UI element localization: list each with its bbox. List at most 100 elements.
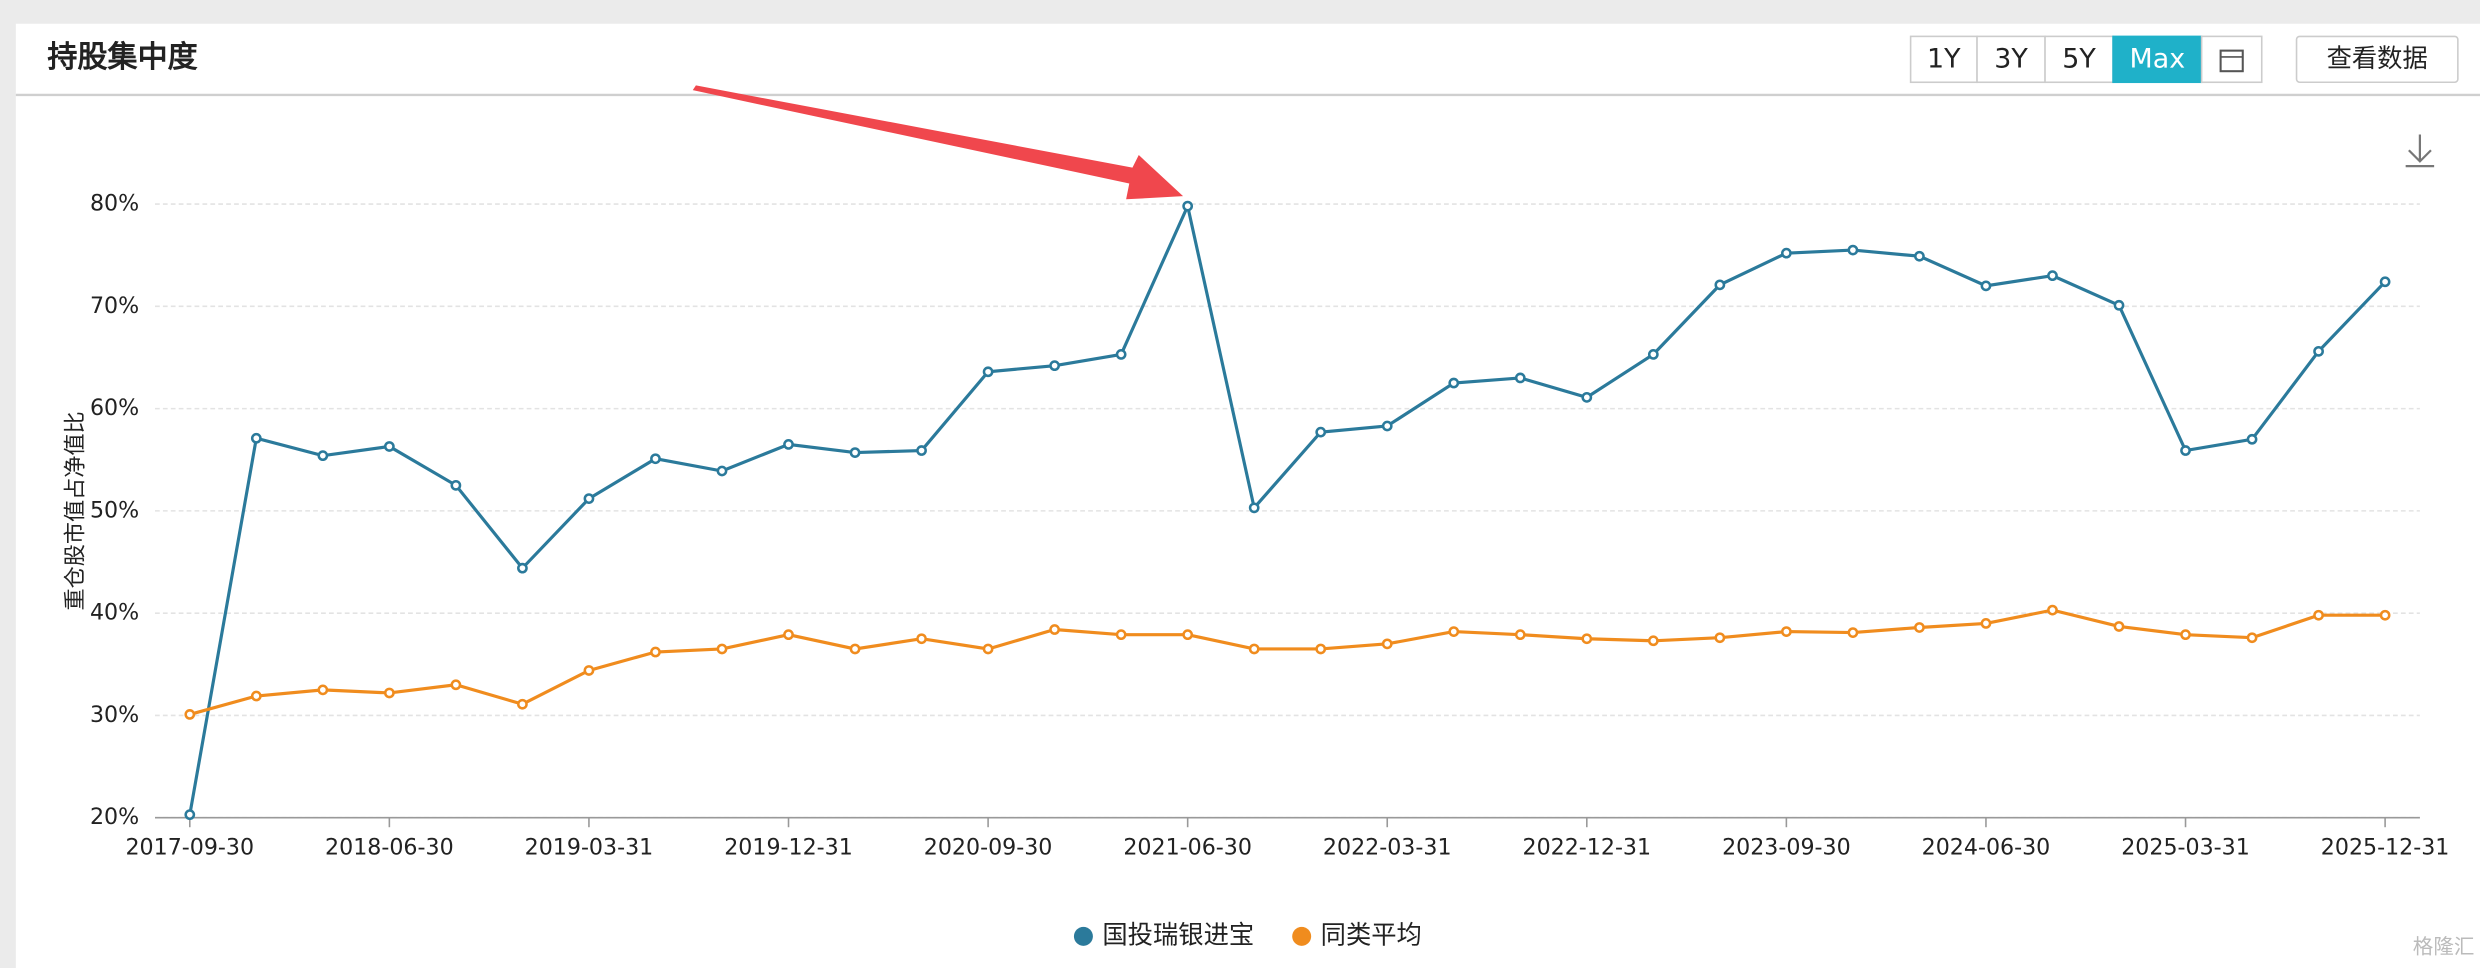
data-point (2047, 604, 2058, 616)
data-point (1049, 624, 1060, 635)
range-button[interactable] (2044, 35, 2114, 84)
data-point (184, 809, 196, 821)
calendar-icon (2219, 49, 2244, 73)
calendar-frame[interactable] (2200, 35, 2263, 84)
data-point (982, 366, 994, 378)
data-point (2047, 270, 2058, 282)
data-point (1980, 618, 1992, 629)
y-tick-label: 80% (90, 191, 139, 217)
data-point (1448, 377, 1460, 389)
data-point (2379, 609, 2391, 621)
x-tick-label: 2024-06-30 (1922, 834, 2051, 860)
data-point (517, 562, 528, 574)
data-point (1182, 629, 1194, 641)
data-point (317, 684, 329, 696)
plot: 20% 30% 40% 50% 60% 70% 80% 2017-09-30 2018-06-3… (90, 191, 2449, 950)
data-point (583, 665, 595, 676)
data-point (383, 441, 395, 452)
legend-label[interactable]: 同类平均 (1321, 920, 1422, 949)
data-point (783, 629, 794, 641)
view-data-frame[interactable] (2295, 35, 2459, 84)
x-tick-label: 2017-09-30 (125, 834, 254, 860)
data-point (450, 479, 462, 491)
data-point (1714, 279, 1726, 291)
data-point (1781, 247, 1792, 259)
data-point (1315, 643, 1327, 655)
view-data-label[interactable]: 查看数据 (2327, 44, 2428, 73)
legend-label[interactable]: 国投瑞银进宝 (1102, 920, 1254, 949)
data-point (1514, 629, 1526, 641)
data-point (1049, 360, 1060, 372)
data-point (1115, 629, 1127, 641)
data-point (716, 465, 728, 477)
x-tick-label: 2023-09-30 (1722, 834, 1851, 860)
y-tick-label: 40% (90, 600, 139, 626)
data-point (2246, 632, 2258, 644)
x-tick-label: 2022-03-31 (1323, 834, 1452, 860)
x-tick-label: 2021-06-30 (1123, 834, 1252, 860)
annotation-arrow (692, 85, 1184, 200)
legend-marker[interactable] (1073, 926, 1093, 946)
data-point (1847, 244, 1859, 256)
data-point (1647, 349, 1659, 360)
data-point (1248, 643, 1260, 655)
data-point (2379, 276, 2391, 288)
series-line (189, 608, 2386, 716)
download-glyph[interactable] (2405, 134, 2435, 168)
data-point (1115, 349, 1127, 360)
data-point (2246, 433, 2258, 445)
card (15, 23, 2480, 968)
data-point (1781, 626, 1792, 637)
data-point (982, 643, 994, 655)
data-point (2180, 445, 2191, 456)
data-point (1448, 626, 1460, 637)
data-point (317, 450, 329, 462)
range-label[interactable]: 1Y (1927, 44, 1961, 75)
y-tick-label: 30% (90, 702, 139, 728)
data-point (1914, 250, 1925, 262)
x-tick-label: 2025-12-31 (2321, 834, 2450, 860)
x-tick-label: 2019-03-31 (525, 834, 654, 860)
data-point (1914, 622, 1925, 633)
data-point (2313, 345, 2324, 357)
y-tick-label: 50% (90, 497, 139, 523)
data-point (716, 643, 728, 655)
data-point (1248, 502, 1260, 514)
range-label[interactable]: 5Y (2062, 44, 2096, 75)
data-point (916, 445, 927, 456)
data-point (2113, 621, 2125, 632)
range-label[interactable]: Max (2130, 44, 2186, 75)
download-icon[interactable] (2405, 134, 2435, 168)
data-point (184, 709, 196, 720)
data-point (849, 643, 861, 655)
y-tick-label: 70% (90, 293, 139, 319)
data-point (2313, 609, 2324, 621)
data-point (1381, 420, 1393, 432)
legend-marker[interactable] (1292, 926, 1312, 946)
x-tick-label: 2022-12-31 (1523, 834, 1652, 860)
data-point (2113, 299, 2125, 311)
x-tick-label: 2019-12-31 (724, 834, 853, 860)
data-point (1647, 635, 1659, 647)
data-point (250, 690, 262, 702)
series-line (188, 201, 2387, 815)
data-point (650, 646, 661, 658)
data-point (250, 432, 262, 444)
x-tick-label: 2025-03-31 (2121, 834, 2250, 860)
calendar-button[interactable] (2200, 35, 2263, 84)
x-tick-label: 2018-06-30 (325, 834, 454, 860)
data-point (849, 447, 861, 458)
data-point (1847, 627, 1859, 638)
data-point (1581, 633, 1593, 645)
data-point (583, 493, 595, 504)
data-point (1980, 280, 1992, 292)
chart-title: 持股集中度 (47, 40, 197, 75)
view-data-button[interactable]: 查看数据 (2295, 35, 2459, 84)
range-label[interactable]: 3Y (1994, 44, 2028, 75)
range-button[interactable] (1976, 35, 2046, 84)
data-point (517, 698, 528, 710)
data-point (650, 453, 661, 465)
range-buttons: 1Y 3Y 5Y Max (1909, 35, 2203, 84)
